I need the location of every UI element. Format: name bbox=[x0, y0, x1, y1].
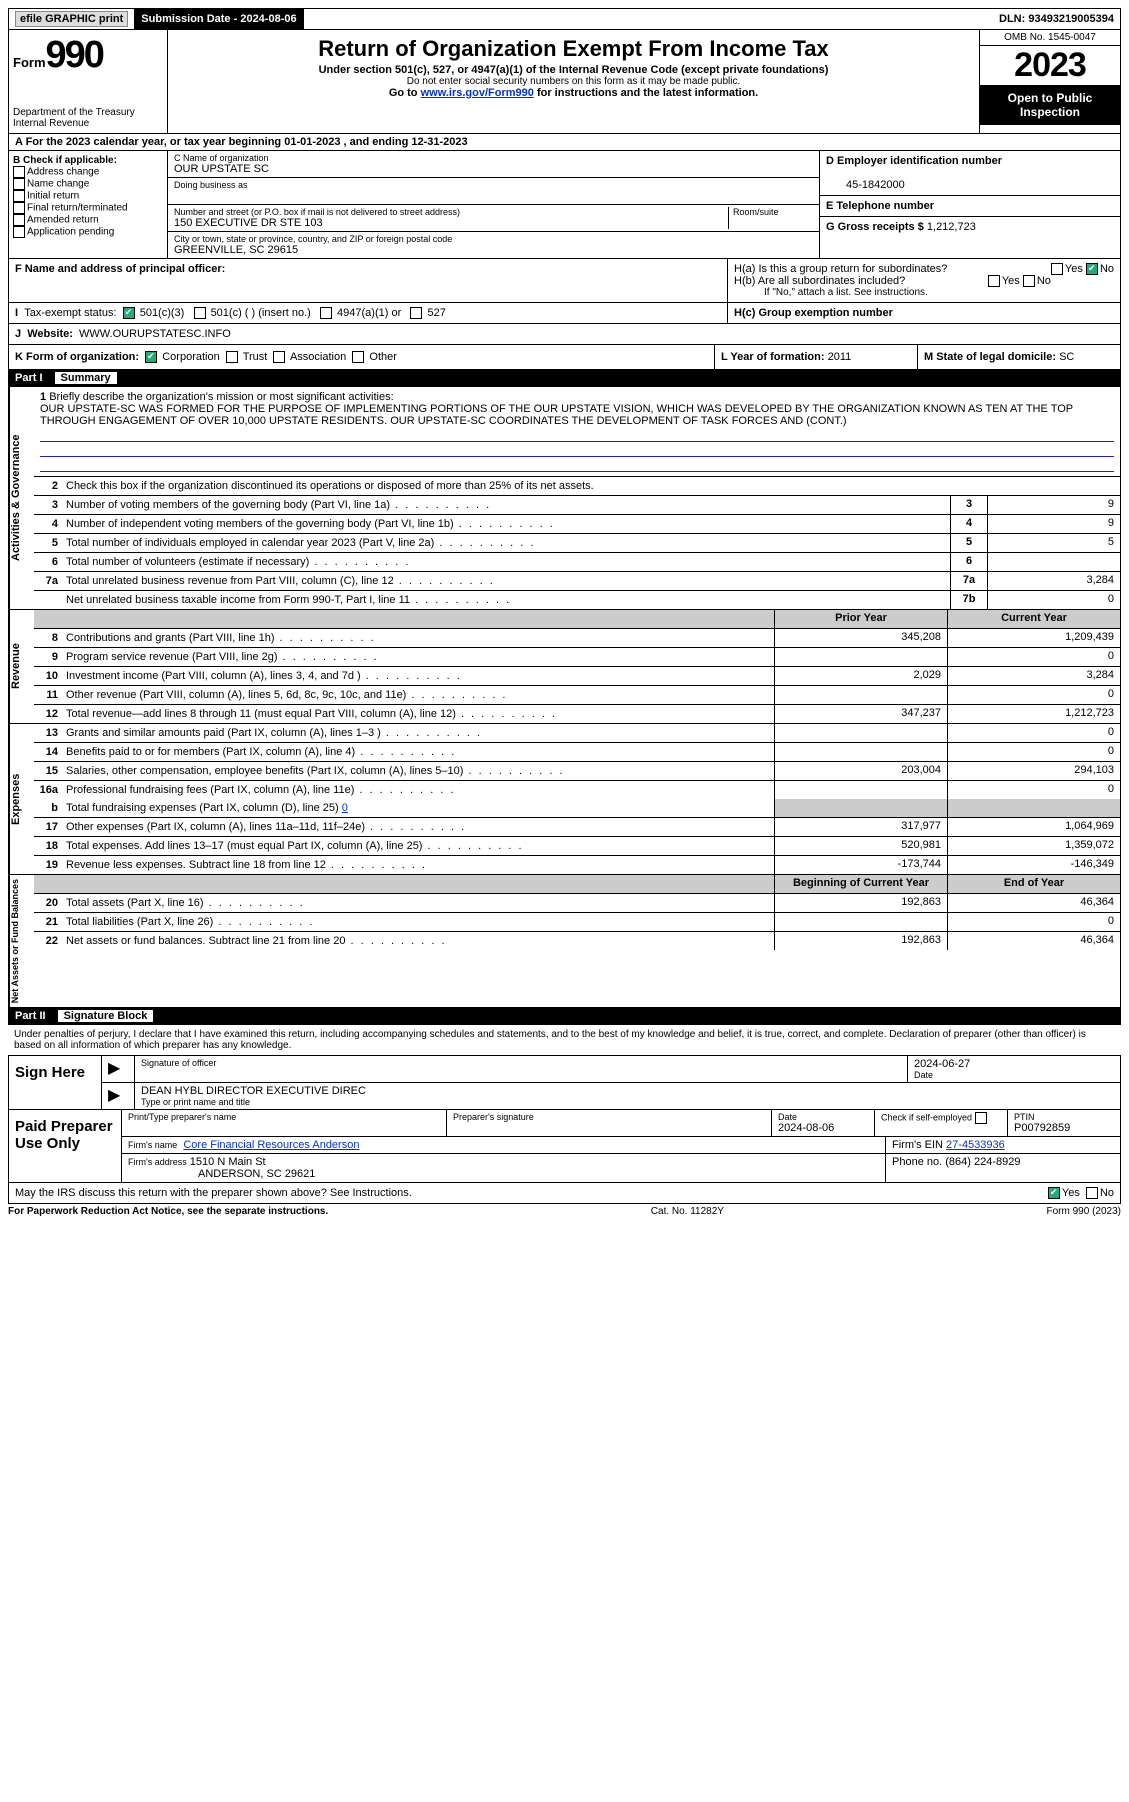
section-governance: Activities & Governance 1 Briefly descri… bbox=[8, 387, 1121, 610]
firm-ein-link[interactable]: 27-4533936 bbox=[946, 1139, 1005, 1151]
h-a: H(a) Is this a group return for subordin… bbox=[734, 263, 1114, 275]
org-city: GREENVILLE, SC 29615 bbox=[174, 244, 298, 256]
gov-row: 3Number of voting members of the governi… bbox=[34, 496, 1120, 515]
gov-row: Net unrelated business taxable income fr… bbox=[34, 591, 1120, 609]
arrow-icon: ▶ bbox=[102, 1083, 135, 1109]
website: WWW.OURUPSTATESC.INFO bbox=[79, 328, 231, 340]
tax-year: 2023 bbox=[980, 46, 1120, 85]
efile-print: efile GRAPHIC print bbox=[9, 9, 135, 29]
block-fh: F Name and address of principal officer:… bbox=[8, 259, 1121, 303]
table-row: 21Total liabilities (Part X, line 26) 0 bbox=[34, 913, 1120, 932]
part-2-header: Part II Signature Block bbox=[8, 1008, 1121, 1025]
top-bar: efile GRAPHIC print Submission Date - 20… bbox=[8, 8, 1121, 30]
subtitle-3: Go to www.irs.gov/Form990 for instructio… bbox=[172, 87, 975, 99]
officer-name: DEAN HYBL DIRECTOR EXECUTIVE DIREC bbox=[141, 1085, 366, 1097]
table-row: 8Contributions and grants (Part VIII, li… bbox=[34, 629, 1120, 648]
gov-row: 4Number of independent voting members of… bbox=[34, 515, 1120, 534]
table-row: 18Total expenses. Add lines 13–17 (must … bbox=[34, 837, 1120, 856]
gov-row: 7aTotal unrelated business revenue from … bbox=[34, 572, 1120, 591]
org-address: 150 EXECUTIVE DR STE 103 bbox=[174, 217, 323, 229]
sign-here-block: Sign Here ▶ Signature of officer 2024-06… bbox=[8, 1055, 1121, 1110]
section-revenue: Revenue Prior Year Current Year 8Contrib… bbox=[8, 610, 1121, 724]
row-j: J Website: WWW.OURUPSTATESC.INFO bbox=[8, 324, 1121, 345]
row-klm: K Form of organization: Corporation Trus… bbox=[8, 345, 1121, 370]
paid-preparer-block: Paid Preparer Use Only Print/Type prepar… bbox=[8, 1110, 1121, 1183]
form-title: Return of Organization Exempt From Incom… bbox=[172, 36, 975, 62]
box-c: C Name of organization OUR UPSTATE SC Do… bbox=[168, 151, 819, 258]
table-row: 10Investment income (Part VIII, column (… bbox=[34, 667, 1120, 686]
discuss-row: May the IRS discuss this return with the… bbox=[8, 1183, 1121, 1204]
section-net-assets: Net Assets or Fund Balances Beginning of… bbox=[8, 875, 1121, 1008]
firm-name-link[interactable]: Core Financial Resources Anderson bbox=[183, 1139, 359, 1151]
table-row: 9Program service revenue (Part VIII, lin… bbox=[34, 648, 1120, 667]
table-row: 16aProfessional fundraising fees (Part I… bbox=[34, 781, 1120, 799]
page-footer: For Paperwork Reduction Act Notice, see … bbox=[8, 1204, 1121, 1219]
table-row: 22Net assets or fund balances. Subtract … bbox=[34, 932, 1120, 950]
table-row: 15Salaries, other compensation, employee… bbox=[34, 762, 1120, 781]
box-de: D Employer identification number 45-1842… bbox=[819, 151, 1120, 258]
gov-row: 5Total number of individuals employed in… bbox=[34, 534, 1120, 553]
table-row: 13Grants and similar amounts paid (Part … bbox=[34, 724, 1120, 743]
arrow-icon: ▶ bbox=[102, 1056, 135, 1082]
mission-text: OUR UPSTATE-SC WAS FORMED FOR THE PURPOS… bbox=[40, 403, 1073, 427]
submission-date: Submission Date - 2024-08-06 bbox=[135, 9, 303, 29]
penalty-statement: Under penalties of perjury, I declare th… bbox=[8, 1025, 1121, 1055]
dln: DLN: 93493219005394 bbox=[993, 9, 1120, 29]
form-header: Form990 Department of the TreasuryIntern… bbox=[8, 30, 1121, 134]
table-row: 20Total assets (Part X, line 16) 192,863… bbox=[34, 894, 1120, 913]
table-row: 19Revenue less expenses. Subtract line 1… bbox=[34, 856, 1120, 874]
h-b: H(b) Are all subordinates included? Yes … bbox=[734, 275, 1114, 287]
block-identity: B Check if applicable: Address change Na… bbox=[8, 151, 1121, 259]
box-b: B Check if applicable: Address change Na… bbox=[9, 151, 168, 258]
form990-link[interactable]: www.irs.gov/Form990 bbox=[421, 87, 534, 99]
subtitle-1: Under section 501(c), 527, or 4947(a)(1)… bbox=[172, 64, 975, 76]
part-1-header: Part I Summary bbox=[8, 370, 1121, 387]
table-row: 12Total revenue—add lines 8 through 11 (… bbox=[34, 705, 1120, 723]
table-row: 14Benefits paid to or for members (Part … bbox=[34, 743, 1120, 762]
section-expenses: Expenses 13Grants and similar amounts pa… bbox=[8, 724, 1121, 875]
table-row: 17Other expenses (Part IX, column (A), l… bbox=[34, 818, 1120, 837]
ein: 45-1842000 bbox=[826, 179, 905, 191]
line-a-tax-year: A For the 2023 calendar year, or tax yea… bbox=[8, 134, 1121, 151]
table-row: 11Other revenue (Part VIII, column (A), … bbox=[34, 686, 1120, 705]
form-number: Form990 bbox=[13, 34, 163, 77]
public-inspection: Open to Public Inspection bbox=[980, 85, 1120, 125]
dept-treasury: Department of the TreasuryInternal Reven… bbox=[13, 107, 163, 129]
fundraising-link[interactable]: 0 bbox=[342, 802, 348, 814]
gross-receipts: 1,212,723 bbox=[927, 221, 976, 233]
gov-row: 6Total number of volunteers (estimate if… bbox=[34, 553, 1120, 572]
subtitle-2: Do not enter social security numbers on … bbox=[172, 76, 975, 87]
org-name: OUR UPSTATE SC bbox=[174, 163, 269, 175]
row-i: I Tax-exempt status: 501(c)(3) 501(c) ( … bbox=[8, 303, 1121, 324]
omb-number: OMB No. 1545-0047 bbox=[980, 30, 1120, 46]
